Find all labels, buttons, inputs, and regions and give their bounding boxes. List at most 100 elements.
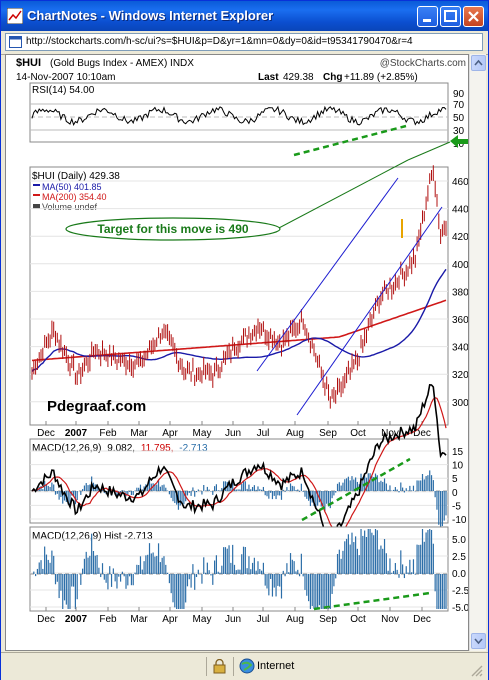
x-axis-label: Oct [350,428,366,439]
x-axis-label: Aug [286,614,304,625]
target-pointer-line [276,159,409,230]
x-axis-label: Dec [37,614,55,625]
macd-line [31,384,447,544]
rsi-tick-30: 30 [453,126,465,137]
hist-label: MACD(12,26,9) Hist -2.713 [32,531,153,542]
minimize-button[interactable] [417,6,438,27]
macd-tick-label: -10 [452,515,467,526]
price-panel-frame [29,166,449,426]
x-axis-label: Jul [257,428,270,439]
address-field[interactable]: http://stockcharts.com/h-sc/ui?s=$HUI&p=… [5,33,483,51]
hist-tick-label: 0.0 [452,569,466,580]
rsi-tick-90: 90 [453,89,465,100]
ma200-swatch [33,194,40,196]
x-axis-label: Feb [99,614,117,625]
x-axis-label: Dec [413,614,431,625]
hist-panel-frame [29,526,449,612]
x-axis-label: Sep [319,428,337,439]
legend-ma50: MA(50) 401.85 [42,182,102,192]
x-axis-label: Sep [319,614,337,625]
x-axis-label: Aug [286,428,304,439]
symbol-label: $HUI [16,57,41,69]
chart-content: $HUI (Gold Bugs Index - AMEX) INDX @Stoc… [5,54,469,651]
last-value: 429.38 [283,72,314,83]
last-label: Last [258,72,279,83]
price-tick-label: 380 [452,287,468,298]
chg-value: +11.89 (+2.85%) [344,72,418,83]
price-tick-label: 420 [452,232,468,243]
macd-label: MACD(12,26,9) 9.082, 11.795, -2.713 [32,443,208,454]
macd-tick-label: 10 [452,461,464,472]
x-axis-label: Feb [99,428,117,439]
close-button[interactable] [463,6,484,27]
x-axis-label: Oct [350,614,366,625]
resize-grip-icon[interactable] [469,663,483,677]
stockcharts-brand: @StockCharts.com [380,58,466,69]
rsi-line [31,105,447,127]
x-axis-label: Dec [37,428,55,439]
chg-label: Chg [323,72,342,83]
target-annotation-bubble [65,217,281,241]
macd-tick-label: 0 [452,488,458,499]
price-tick-label: 320 [452,370,468,381]
price-tick-label: 440 [452,205,468,216]
target-annotation-text: Target for this move is 490 [97,222,248,236]
hist-axis: 5.0 2.5 0.0 -2.5 -5.0 [30,535,468,614]
rsi-label: RSI(14) 54.00 [32,85,95,96]
x-axis-bottom: Dec 2007 Feb Mar Apr May Jun Jul Aug Sep Oct Nov Dec [37,607,431,625]
hist-tick-label: -2.5 [452,586,468,597]
rsi-tick-70: 70 [453,100,465,111]
hist-tick-label: 5.0 [452,535,466,546]
title-bar[interactable]: ChartNotes - Windows Internet Explorer [1,1,488,31]
x-axis-label: Jul [257,614,270,625]
x-axis-label: Mar [130,428,148,439]
legend-volume: Volume undef [42,202,98,212]
channel-upper-line [256,177,399,372]
price-bars [31,165,447,409]
x-axis-label: Nov [381,614,399,625]
page-icon [9,36,22,48]
macd-value3: -2.713 [179,443,208,454]
macd-tick-label: 5 [452,474,458,485]
rsi-tick-50: 50 [453,113,465,124]
legend-hui: $HUI (Daily) 429.38 [32,171,120,182]
macd-value1: 9.082, [107,443,135,454]
rsi-tick-10: 10 [453,139,465,150]
macd-axis: 15 10 5 0 -5 -10 [30,447,467,526]
vertical-scrollbar[interactable] [469,54,486,651]
x-axis-label: 2007 [65,428,88,439]
address-text: http://stockcharts.com/h-sc/ui?s=$HUI&p=… [26,36,413,47]
chart-icon [7,8,23,24]
scroll-up-button[interactable] [471,55,486,71]
scroll-down-button[interactable] [471,633,486,649]
address-bar: http://stockcharts.com/h-sc/ui?s=$HUI&p=… [1,31,488,55]
window-title: ChartNotes - Windows Internet Explorer [27,8,274,23]
arrow-up-icon [474,59,483,66]
chart-date: 14-Nov-2007 10:10am [16,72,116,83]
macd-panel-frame [29,438,449,524]
price-tick-label: 340 [452,343,468,354]
hist-tick-label: 2.5 [452,552,466,563]
index-name: (Gold Bugs Index - AMEX) INDX [50,58,194,69]
x-axis-label: Mar [130,614,148,625]
lock-icon [213,659,226,674]
x-axis-label: Apr [162,614,178,625]
maximize-button[interactable] [440,6,461,27]
zone-label: Internet [257,660,295,672]
stock-chart: $HUI (Gold Bugs Index - AMEX) INDX @Stoc… [16,57,468,625]
macd-prefix: MACD(12,26,9) [32,443,101,454]
macd-trendline [301,457,411,522]
x-axis-label: Dec [413,428,431,439]
macd-value2: 11.795, [141,443,174,454]
price-tick-label: 400 [452,260,468,271]
x-axis-label: Apr [162,428,178,439]
channel-lower-line [296,206,443,416]
legend-ma200: MA(200) 354.40 [42,192,107,202]
x-axis-label: May [193,428,212,439]
minimize-icon [423,19,431,22]
hist-bars [33,529,447,609]
close-icon [468,11,479,22]
x-axis-label: Jun [225,614,241,625]
arrow-down-icon [474,638,483,645]
